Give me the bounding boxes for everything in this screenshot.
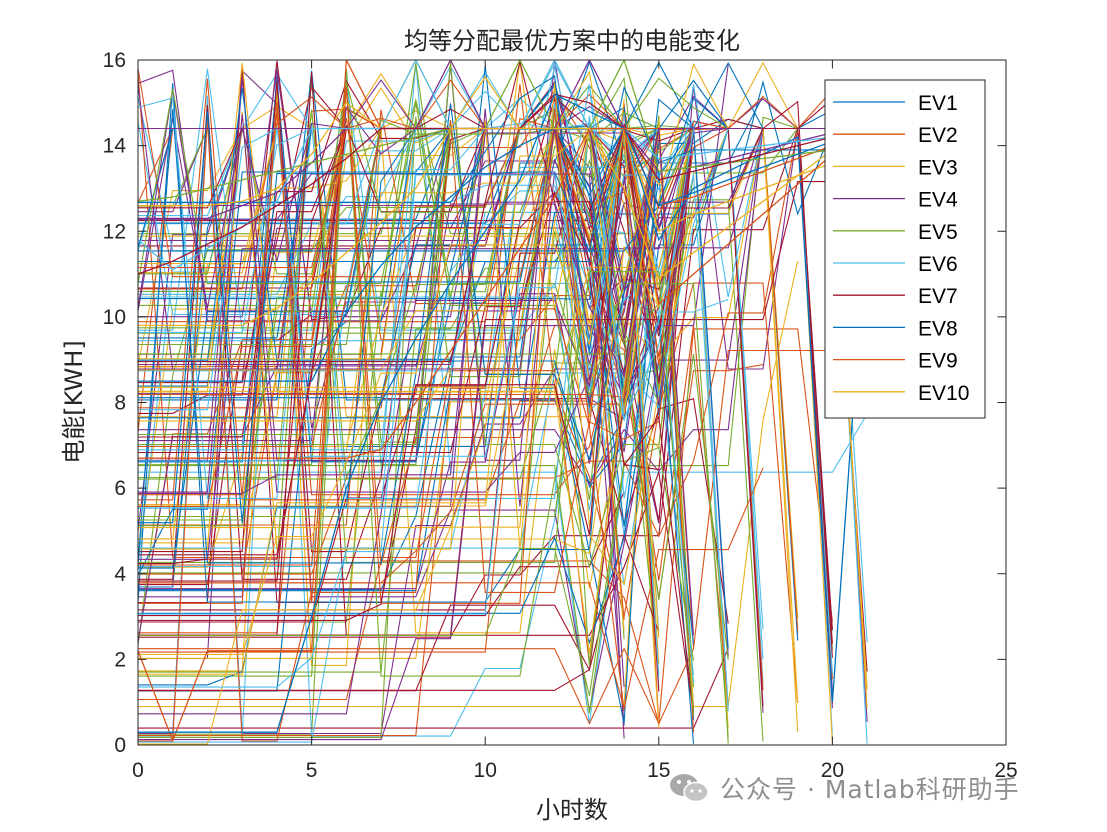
y-tick-label: 10 [103,306,126,329]
background-series-line [138,97,729,499]
background-series-line [138,85,868,735]
background-series-line [138,128,764,486]
background-series-line [138,62,799,569]
legend-label: EV7 [918,285,958,308]
background-series-line [138,648,729,729]
wechat-icon [670,774,709,803]
background-series-line [138,328,833,724]
background-series-line [138,62,729,675]
y-tick-label: 2 [114,648,126,671]
y-axis-title: 电能[KWH] [60,340,88,463]
legend-label: EV3 [918,156,958,179]
series-line-ev8 [138,93,868,733]
background-series-line [138,127,798,494]
legend-label: EV1 [918,92,958,115]
background-series-line [138,112,625,496]
background-series-line [138,106,695,416]
background-series-line [138,83,660,724]
background-series-line [138,127,868,555]
series-line-ev3 [138,60,868,690]
legend-label: EV6 [918,253,958,276]
background-series-line [138,98,764,706]
background-series-line [138,174,729,706]
background-series-line [138,68,625,620]
background-series-line [138,491,625,617]
background-series-line [138,128,625,655]
legend: EV1 EV2 EV3 EV4 EV5 EV6 EV7 EV8 EV9 EV10 [824,79,986,419]
x-tick-label: 5 [306,759,318,782]
legend-label: EV10 [918,382,969,405]
background-series-line [138,308,625,711]
x-tick-label: 10 [474,759,497,782]
background-series-line [138,128,868,725]
x-tick-label: 15 [647,759,670,782]
legend-label: EV2 [918,124,958,147]
y-tick-label: 8 [114,392,126,415]
legend-label: EV9 [918,350,958,373]
x-tick-label: 25 [994,759,1017,782]
background-series-line [138,128,729,527]
y-tick-label: 0 [114,734,126,757]
axes: 0 5 10 15 20 25 0 2 4 6 8 10 12 14 16 [103,49,1018,782]
background-series-line [138,97,729,252]
y-tick-label: 14 [103,135,127,158]
series-lines [138,60,868,743]
background-series-line [138,88,729,738]
background-series-line [138,127,868,370]
background-series-line [138,84,625,677]
y-tick-label: 6 [114,477,126,500]
legend-label: EV5 [918,221,958,244]
background-series-line [138,85,868,524]
background-series-line [138,63,625,501]
background-series-line [138,353,729,660]
watermark-text: 公众号 · Matlab科研助手 [720,775,1020,804]
background-series-line [138,62,695,393]
background-series-line [138,68,695,466]
x-axis-title: 小时数 [536,796,608,824]
background-series-line [138,115,660,480]
watermark: 公众号 · Matlab科研助手 [668,768,1020,808]
background-series-line [138,128,660,454]
background-series-line [138,98,625,418]
background-series-line [138,103,660,564]
background-series-line [138,119,729,742]
background-series-line [138,446,695,696]
background-series-line [138,91,695,672]
background-series-line [138,83,798,745]
y-tick-label: 4 [114,563,126,586]
legend-label: EV4 [918,189,958,212]
legend-box [824,79,986,419]
y-tick-label: 12 [103,220,126,243]
background-series-line [138,123,833,630]
background-series-line [138,84,799,737]
background-series-line [138,64,729,741]
background-series-line [138,84,868,511]
x-tick-label: 20 [821,759,844,782]
x-tick-label: 0 [132,759,144,782]
series-line-ev10 [138,127,868,327]
background-series-line [138,97,763,235]
y-tick-label: 16 [103,49,126,72]
background-series-line [138,315,695,645]
legend-label: EV8 [918,317,958,340]
background-series-line [138,128,660,715]
chart-title: 均等分配最优方案中的电能变化 [404,27,740,55]
background-series-line [138,61,695,712]
background-series-line [138,114,764,493]
background-series-lines [138,60,868,745]
series-line-ev5 [138,60,868,202]
series-line-ev9 [138,127,868,459]
series-line-ev1 [138,127,868,703]
